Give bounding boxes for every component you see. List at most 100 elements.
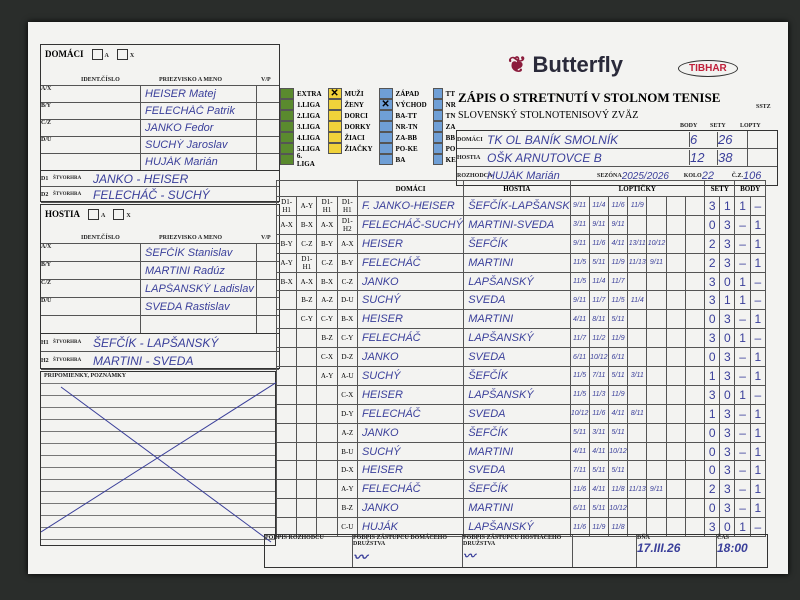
game-score[interactable]: 5/11 bbox=[588, 498, 609, 519]
game-score[interactable] bbox=[646, 347, 667, 368]
game-score[interactable]: 5/11 bbox=[607, 422, 629, 443]
game-score[interactable]: 10/12 bbox=[607, 498, 629, 519]
game-score[interactable] bbox=[665, 498, 686, 519]
game-score[interactable]: 3/11 bbox=[569, 214, 590, 235]
home-x-checkbox[interactable] bbox=[116, 49, 128, 61]
game-score[interactable]: 11/13 bbox=[627, 479, 648, 500]
game-score[interactable] bbox=[646, 214, 667, 235]
game-score[interactable]: 9/11 bbox=[569, 233, 590, 254]
sets-cell[interactable]: 3 bbox=[719, 309, 736, 330]
points-cell[interactable]: – bbox=[749, 290, 767, 311]
notes-area[interactable]: PRIPOMIENKY, POZNÁMKY bbox=[40, 371, 277, 546]
points-cell[interactable]: – bbox=[749, 517, 767, 538]
game-score[interactable] bbox=[684, 271, 706, 292]
league-option[interactable]: 1.LIGA bbox=[280, 99, 322, 110]
game-score[interactable] bbox=[665, 290, 686, 311]
game-score[interactable]: 11/13 bbox=[627, 252, 648, 273]
points-cell[interactable]: 1 bbox=[749, 233, 767, 254]
points-cell[interactable]: 1 bbox=[734, 384, 751, 405]
sets-cell[interactable]: 0 bbox=[704, 214, 721, 235]
sets-cell[interactable]: 0 bbox=[719, 517, 736, 538]
league-option[interactable]: ZA-BB bbox=[378, 132, 427, 143]
points-cell[interactable]: – bbox=[749, 384, 767, 405]
guest-player[interactable]: ŠEFČÍK bbox=[463, 366, 571, 386]
home-player[interactable]: SUCHÝ bbox=[356, 366, 465, 386]
guest-player[interactable]: ŠEFČÍK bbox=[463, 422, 571, 443]
sets-cell[interactable]: 0 bbox=[704, 460, 721, 481]
game-score[interactable]: 11/9 bbox=[607, 384, 629, 405]
guest-player[interactable]: ŠEFČÍK bbox=[463, 233, 571, 254]
game-score[interactable]: 9/11 bbox=[646, 252, 667, 273]
home-player[interactable]: SUCHÝ bbox=[356, 441, 465, 462]
points-cell[interactable]: – bbox=[749, 196, 767, 216]
game-score[interactable] bbox=[627, 328, 648, 349]
game-score[interactable] bbox=[646, 290, 667, 311]
game-score[interactable] bbox=[646, 271, 667, 292]
home-player[interactable]: FELECHÁČ bbox=[356, 328, 465, 349]
points-cell[interactable]: 1 bbox=[749, 441, 767, 462]
sets-cell[interactable]: 3 bbox=[719, 498, 736, 519]
game-score[interactable] bbox=[627, 214, 648, 235]
game-score[interactable]: 5/11 bbox=[607, 460, 629, 481]
game-score[interactable] bbox=[646, 403, 667, 424]
points-cell[interactable]: 1 bbox=[749, 479, 767, 500]
sets-cell[interactable]: 3 bbox=[719, 479, 736, 500]
league-option[interactable]: ZÁPAD bbox=[378, 88, 427, 99]
game-score[interactable] bbox=[684, 403, 706, 424]
guest-player[interactable]: MARTINI-SVEDA bbox=[463, 214, 571, 235]
home-player[interactable]: HEISER bbox=[356, 460, 465, 481]
game-score[interactable]: 8/11 bbox=[588, 309, 609, 330]
game-score[interactable] bbox=[665, 309, 686, 330]
game-score[interactable] bbox=[646, 460, 667, 481]
sets-cell[interactable]: 3 bbox=[704, 328, 721, 349]
game-score[interactable]: 11/3 bbox=[588, 384, 609, 405]
guest-player[interactable]: SVEDA bbox=[463, 347, 571, 368]
home-player[interactable]: FELECHÁČ bbox=[356, 479, 465, 500]
home-signature[interactable]: PODPIS ZÁSTUPCU DOMÁCEHO DRUŽSTVA 〰 bbox=[353, 535, 463, 567]
game-score[interactable] bbox=[646, 328, 667, 349]
points-cell[interactable]: – bbox=[734, 233, 751, 254]
home-player[interactable]: HEISER bbox=[356, 233, 465, 254]
vp-cell[interactable] bbox=[256, 316, 279, 333]
game-score[interactable]: 11/5 bbox=[569, 384, 590, 405]
game-score[interactable]: 4/11 bbox=[588, 479, 609, 500]
game-score[interactable]: 11/4 bbox=[627, 290, 648, 311]
league-option[interactable]: 6. LIGA bbox=[280, 152, 322, 168]
vp-cell[interactable] bbox=[256, 262, 279, 279]
vp-cell[interactable] bbox=[256, 103, 279, 119]
game-score[interactable]: 9/11 bbox=[569, 290, 590, 311]
game-score[interactable]: 4/11 bbox=[607, 233, 629, 254]
points-cell[interactable]: – bbox=[734, 460, 751, 481]
game-score[interactable] bbox=[627, 384, 648, 405]
home-player[interactable]: FELECHÁČ-SUCHÝ bbox=[356, 214, 465, 235]
points-cell[interactable]: – bbox=[734, 214, 751, 235]
guest-player[interactable]: SVEDA bbox=[463, 460, 571, 481]
sets-cell[interactable]: 0 bbox=[704, 422, 721, 443]
sets-cell[interactable]: 3 bbox=[719, 366, 736, 386]
game-score[interactable] bbox=[665, 403, 686, 424]
game-score[interactable]: 11/5 bbox=[569, 252, 590, 273]
game-score[interactable]: 11/5 bbox=[569, 271, 590, 292]
game-score[interactable]: 10/12 bbox=[607, 441, 629, 462]
guest-player[interactable]: MARTINI bbox=[463, 252, 571, 273]
game-score[interactable]: 6/11 bbox=[569, 498, 590, 519]
league-option[interactable]: ✕ MUŽI bbox=[327, 88, 373, 99]
game-score[interactable]: 11/6 bbox=[607, 196, 629, 216]
game-score[interactable]: 11/6 bbox=[588, 233, 609, 254]
region-code[interactable]: TN bbox=[432, 110, 456, 121]
game-score[interactable]: 5/11 bbox=[607, 366, 629, 386]
vp-cell[interactable] bbox=[256, 120, 279, 136]
sets-cell[interactable]: 0 bbox=[719, 384, 736, 405]
league-option[interactable]: NR-TN bbox=[378, 121, 427, 132]
game-score[interactable] bbox=[627, 347, 648, 368]
game-score[interactable] bbox=[665, 252, 686, 273]
guest-x-checkbox[interactable] bbox=[113, 209, 125, 221]
game-score[interactable] bbox=[684, 460, 706, 481]
game-score[interactable]: 8/11 bbox=[627, 403, 648, 424]
game-score[interactable]: 4/11 bbox=[588, 441, 609, 462]
region-code[interactable]: KE bbox=[432, 154, 456, 165]
game-score[interactable] bbox=[665, 460, 686, 481]
game-score[interactable] bbox=[684, 328, 706, 349]
game-score[interactable]: 7/11 bbox=[569, 460, 590, 481]
points-cell[interactable]: – bbox=[734, 441, 751, 462]
